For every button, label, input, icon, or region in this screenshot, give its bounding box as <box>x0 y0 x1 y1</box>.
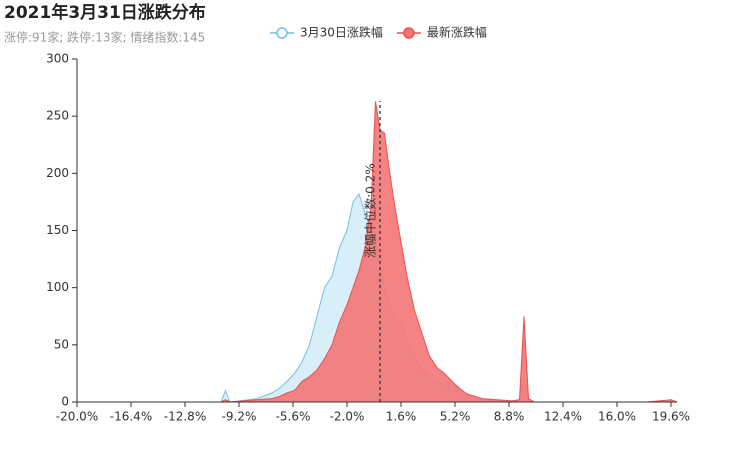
x-tick-label: -16.4% <box>110 410 152 424</box>
legend-item: 3月30日涨跌幅 <box>270 25 383 40</box>
area-fill <box>77 101 677 403</box>
x-tick-label: -9.2% <box>222 410 257 424</box>
y-tick-label: 50 <box>54 337 69 351</box>
chart-subtitle: 涨停:91家; 跌停:13家; 情绪指数:145 <box>4 30 205 45</box>
x-tick-label: 19.6% <box>652 410 690 424</box>
x-tick-label: -5.6% <box>276 410 311 424</box>
legend-marker <box>403 27 415 39</box>
legend-item: 最新涨跌幅 <box>396 25 487 40</box>
x-tick-label: 1.6% <box>386 410 417 424</box>
x-tick-label: -2.0% <box>330 410 365 424</box>
chart-title: 2021年3月31日涨跌分布 <box>4 2 206 23</box>
x-tick-label: -20.0% <box>56 410 98 424</box>
y-tick-label: 250 <box>46 109 69 123</box>
x-tick-label: 16.0% <box>598 410 636 424</box>
legend-label: 3月30日涨跌幅 <box>300 25 383 40</box>
y-tick-label: 0 <box>61 395 69 409</box>
legend-marker <box>276 27 288 39</box>
x-tick-label: 8.8% <box>494 410 525 424</box>
area-line <box>77 101 678 403</box>
x-tick-label: 12.4% <box>544 410 582 424</box>
y-tick-label: 300 <box>46 52 69 66</box>
median-label: 涨幅中位数:0.2% <box>363 163 378 258</box>
y-tick-label: 100 <box>46 280 69 294</box>
x-tick-label: -12.8% <box>164 410 206 424</box>
x-tick-label: 5.2% <box>440 410 471 424</box>
y-tick-label: 150 <box>46 223 69 237</box>
legend-label: 最新涨跌幅 <box>427 25 487 40</box>
y-tick-label: 200 <box>46 166 69 180</box>
